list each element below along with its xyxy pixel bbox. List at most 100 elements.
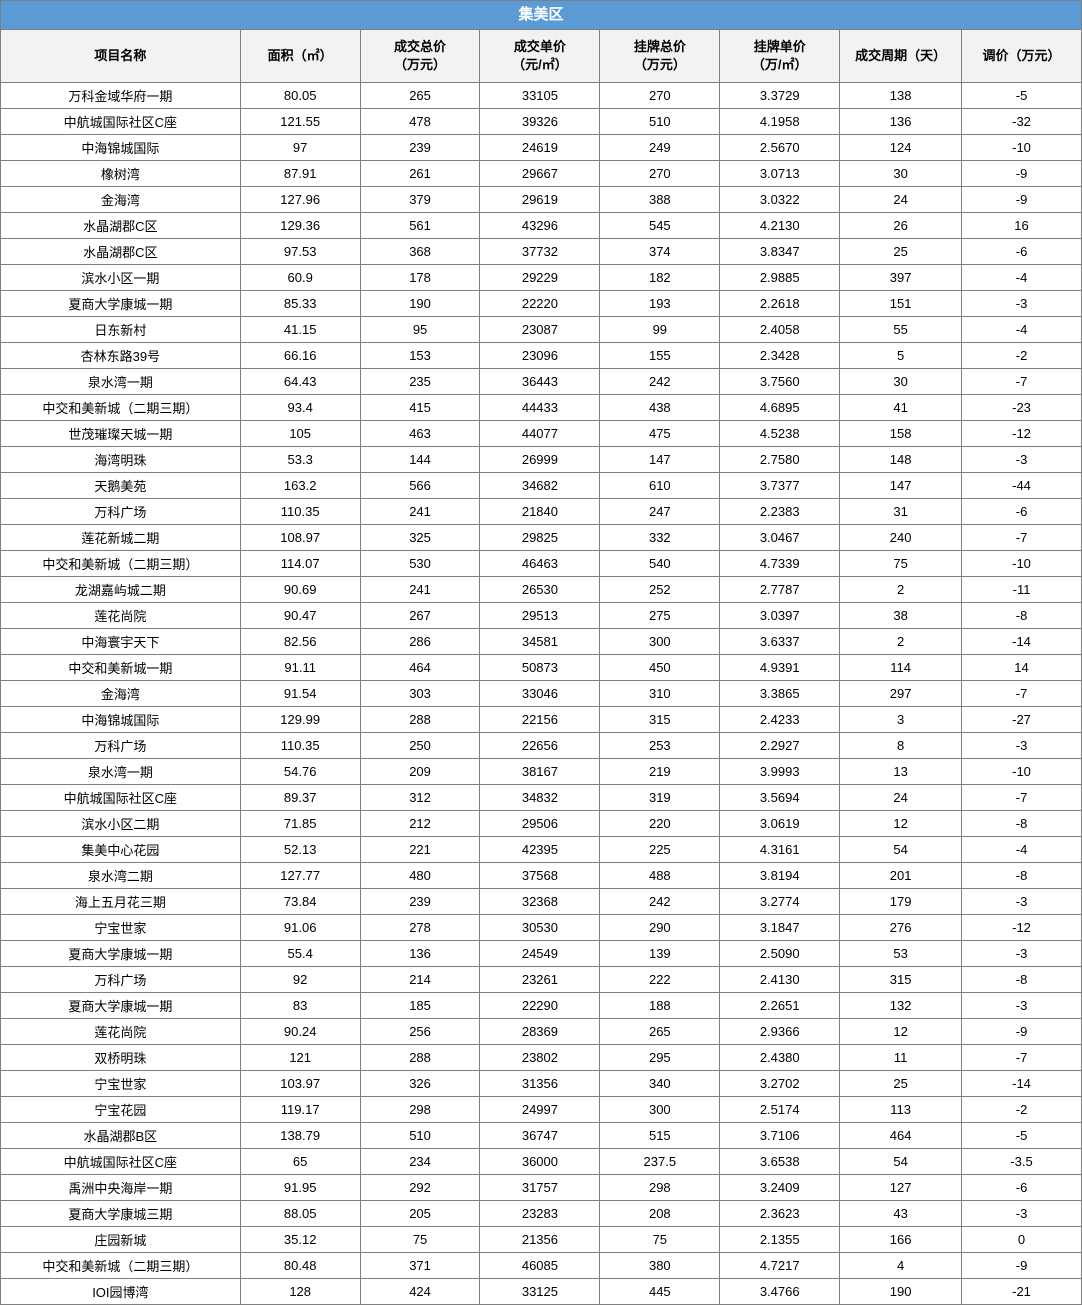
table-cell: 242: [600, 369, 720, 395]
table-cell: 312: [360, 785, 480, 811]
table-cell: -7: [962, 681, 1082, 707]
table-cell: -32: [962, 109, 1082, 135]
table-cell: 276: [840, 915, 962, 941]
table-cell: 374: [600, 239, 720, 265]
table-cell: 208: [600, 1201, 720, 1227]
table-row: 龙湖嘉屿城二期90.69241265302522.77872-11: [1, 577, 1082, 603]
table-cell: 103.97: [240, 1071, 360, 1097]
table-cell: 53: [840, 941, 962, 967]
table-cell: 178: [360, 265, 480, 291]
table-cell: -8: [962, 603, 1082, 629]
table-cell: 138: [840, 83, 962, 109]
table-cell: 天鹅美苑: [1, 473, 241, 499]
table-cell: -8: [962, 967, 1082, 993]
table-cell: 庄园新城: [1, 1227, 241, 1253]
table-cell: 4.2130: [720, 213, 840, 239]
table-cell: -4: [962, 265, 1082, 291]
table-cell: 475: [600, 421, 720, 447]
table-cell: 93.4: [240, 395, 360, 421]
table-cell: 326: [360, 1071, 480, 1097]
table-cell: 16: [962, 213, 1082, 239]
header-cycle: 成交周期（天）: [840, 30, 962, 83]
table-cell: 128: [240, 1279, 360, 1305]
table-cell: 90.24: [240, 1019, 360, 1045]
table-cell: 108.97: [240, 525, 360, 551]
table-cell: 193: [600, 291, 720, 317]
table-cell: 252: [600, 577, 720, 603]
table-cell: 莲花尚院: [1, 1019, 241, 1045]
table-cell: -3.5: [962, 1149, 1082, 1175]
table-cell: 82.56: [240, 629, 360, 655]
table-row: 海上五月花三期73.84239323682423.2774179-3: [1, 889, 1082, 915]
table-cell: 488: [600, 863, 720, 889]
table-cell: 12: [840, 811, 962, 837]
table-cell: 2.7787: [720, 577, 840, 603]
table-cell: 110.35: [240, 499, 360, 525]
table-cell: 滨水小区一期: [1, 265, 241, 291]
table-cell: 298: [600, 1175, 720, 1201]
table-row: 双桥明珠121288238022952.438011-7: [1, 1045, 1082, 1071]
table-cell: 270: [600, 161, 720, 187]
table-cell: 610: [600, 473, 720, 499]
table-row: 世茂璀璨天城一期105463440774754.5238158-12: [1, 421, 1082, 447]
table-cell: 宁宝世家: [1, 915, 241, 941]
table-row: 庄园新城35.127521356752.13551660: [1, 1227, 1082, 1253]
table-cell: -3: [962, 447, 1082, 473]
table-cell: 239: [360, 889, 480, 915]
table-cell: 23096: [480, 343, 600, 369]
table-cell: 75: [360, 1227, 480, 1253]
table-cell: 2.2651: [720, 993, 840, 1019]
table-cell: 3.7560: [720, 369, 840, 395]
table-cell: 66.16: [240, 343, 360, 369]
table-cell: -11: [962, 577, 1082, 603]
table-cell: 33046: [480, 681, 600, 707]
table-cell: 119.17: [240, 1097, 360, 1123]
table-cell: 中海寰宇天下: [1, 629, 241, 655]
table-row: 天鹅美苑163.2566346826103.7377147-44: [1, 473, 1082, 499]
table-row: 橡树湾87.91261296672703.071330-9: [1, 161, 1082, 187]
table-cell: -4: [962, 317, 1082, 343]
table-cell: 222: [600, 967, 720, 993]
table-cell: 53.3: [240, 447, 360, 473]
table-cell: 91.11: [240, 655, 360, 681]
table-cell: 240: [840, 525, 962, 551]
table-cell: 129.36: [240, 213, 360, 239]
table-cell: 29619: [480, 187, 600, 213]
table-cell: 310: [600, 681, 720, 707]
table-cell: -3: [962, 733, 1082, 759]
table-cell: 橡树湾: [1, 161, 241, 187]
table-row: 夏商大学康城一期55.4136245491392.509053-3: [1, 941, 1082, 967]
table-cell: 26999: [480, 447, 600, 473]
table-cell: 113: [840, 1097, 962, 1123]
table-row: 莲花新城二期108.97325298253323.0467240-7: [1, 525, 1082, 551]
table-cell: 21840: [480, 499, 600, 525]
table-cell: 4: [840, 1253, 962, 1279]
header-adjustment: 调价（万元）: [962, 30, 1082, 83]
table-cell: 566: [360, 473, 480, 499]
table-cell: -5: [962, 1123, 1082, 1149]
table-cell: 23087: [480, 317, 600, 343]
table-cell: 190: [360, 291, 480, 317]
table-cell: 73.84: [240, 889, 360, 915]
table-cell: 158: [840, 421, 962, 447]
table-cell: 397: [840, 265, 962, 291]
table-cell: 24619: [480, 135, 600, 161]
table-cell: 泉水湾一期: [1, 369, 241, 395]
table-cell: 52.13: [240, 837, 360, 863]
table-cell: 3.6538: [720, 1149, 840, 1175]
table-cell: 83: [240, 993, 360, 1019]
table-row: 泉水湾一期64.43235364432423.756030-7: [1, 369, 1082, 395]
table-cell: -3: [962, 1201, 1082, 1227]
table-cell: 50873: [480, 655, 600, 681]
table-cell: 3.0713: [720, 161, 840, 187]
table-row: 滨水小区二期71.85212295062203.061912-8: [1, 811, 1082, 837]
table-row: 杏林东路39号66.16153230961552.34285-2: [1, 343, 1082, 369]
table-row: 中海锦城国际129.99288221563152.42333-27: [1, 707, 1082, 733]
table-cell: 2.4058: [720, 317, 840, 343]
table-cell: 29825: [480, 525, 600, 551]
table-cell: 3.7377: [720, 473, 840, 499]
table-cell: 24997: [480, 1097, 600, 1123]
header-row: 项目名称 面积（㎡） 成交总价（万元） 成交单价（元/㎡） 挂牌总价（万元） 挂…: [1, 30, 1082, 83]
table-cell: 2.5670: [720, 135, 840, 161]
table-cell: 247: [600, 499, 720, 525]
